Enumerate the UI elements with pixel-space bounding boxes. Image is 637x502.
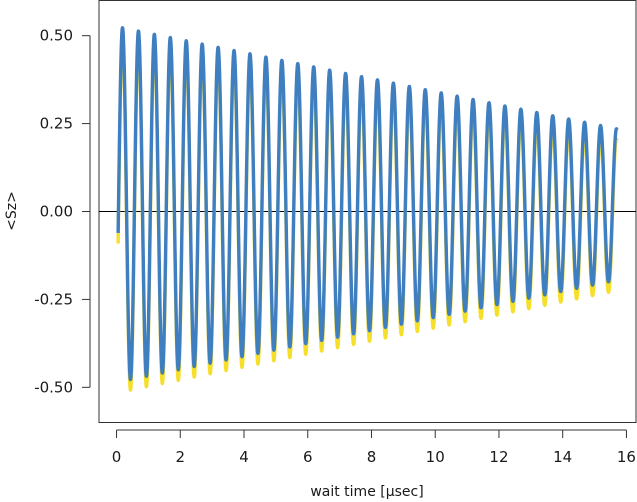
x-tick-label: 4 — [239, 448, 249, 466]
series-line-1 — [116, 26, 619, 382]
y-tick-label: 0.00 — [40, 203, 73, 221]
x-tick-label: 2 — [175, 448, 185, 466]
x-tick-label: 14 — [553, 448, 572, 466]
series-layer — [116, 26, 619, 392]
x-tick-label: 12 — [489, 448, 508, 466]
y-tick-label: 0.50 — [40, 27, 73, 45]
y-tick-label: -0.50 — [34, 378, 73, 396]
x-tick-label: 10 — [426, 448, 445, 466]
y-axis-title: <Sz> — [4, 191, 20, 231]
x-tick-label: 8 — [367, 448, 377, 466]
y-tick-label: 0.25 — [40, 115, 73, 133]
x-tick-label: 6 — [303, 448, 313, 466]
x-axis: 0 2 4 6 8 10 12 14 16 — [112, 429, 636, 466]
y-axis: 0.50 0.25 0.00 -0.25 -0.50 — [34, 27, 91, 396]
y-tick-label: -0.25 — [34, 290, 73, 308]
x-tick-label: 16 — [617, 448, 636, 466]
x-tick-label: 0 — [112, 448, 122, 466]
x-axis-title: wait time [µsec] — [310, 484, 423, 500]
